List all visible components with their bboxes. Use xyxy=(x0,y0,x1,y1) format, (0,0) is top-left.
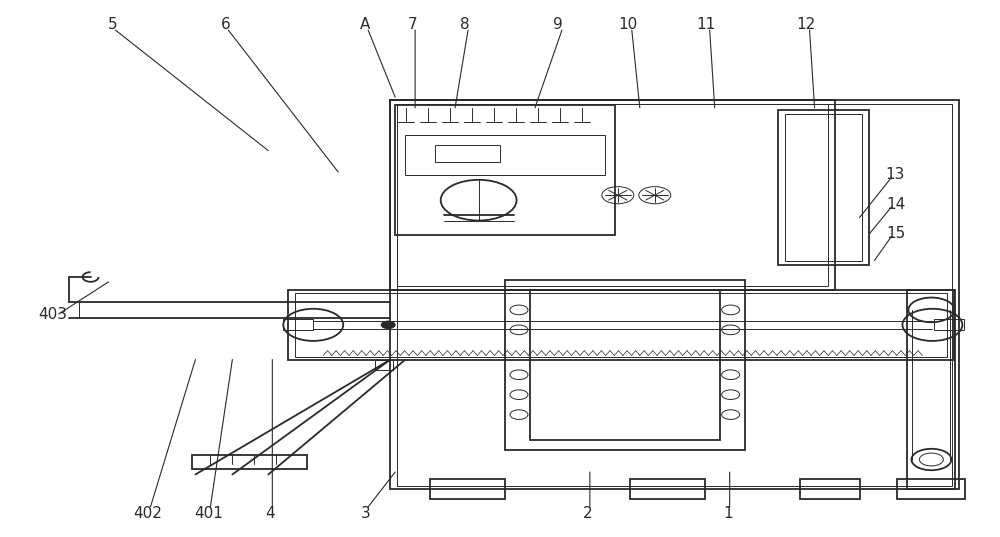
Bar xyxy=(897,480,965,499)
Text: 402: 402 xyxy=(133,506,162,521)
Text: 5: 5 xyxy=(108,17,117,32)
Bar xyxy=(288,290,954,360)
Text: 14: 14 xyxy=(886,197,905,212)
Bar xyxy=(530,289,720,440)
Bar xyxy=(375,360,393,370)
Text: 8: 8 xyxy=(460,17,470,32)
Text: 15: 15 xyxy=(886,226,905,241)
Text: 1: 1 xyxy=(723,506,732,521)
Bar xyxy=(778,111,869,265)
Bar xyxy=(397,104,828,286)
Text: 7: 7 xyxy=(407,17,417,32)
Bar xyxy=(283,320,313,330)
Bar xyxy=(630,480,705,499)
Bar xyxy=(505,280,745,449)
Bar xyxy=(934,320,964,330)
Bar xyxy=(785,114,862,262)
Text: 9: 9 xyxy=(553,17,563,32)
Bar xyxy=(907,290,955,489)
Text: 13: 13 xyxy=(886,167,905,182)
Bar xyxy=(390,100,835,290)
Text: 12: 12 xyxy=(796,17,815,32)
Bar xyxy=(295,293,947,357)
Text: 11: 11 xyxy=(696,17,715,32)
Bar xyxy=(800,480,860,499)
Text: 6: 6 xyxy=(221,17,230,32)
Bar xyxy=(430,480,505,499)
Text: 10: 10 xyxy=(618,17,637,32)
Bar xyxy=(435,146,500,162)
Bar xyxy=(395,105,615,235)
Text: 4: 4 xyxy=(266,506,275,521)
Circle shape xyxy=(381,321,395,329)
Text: A: A xyxy=(360,17,370,32)
Text: 403: 403 xyxy=(38,307,67,322)
Text: 401: 401 xyxy=(194,506,223,521)
Text: 2: 2 xyxy=(583,506,593,521)
Bar xyxy=(390,100,959,489)
Bar xyxy=(192,454,307,469)
Bar xyxy=(405,135,605,175)
Text: 3: 3 xyxy=(360,506,370,521)
Bar xyxy=(397,104,952,485)
